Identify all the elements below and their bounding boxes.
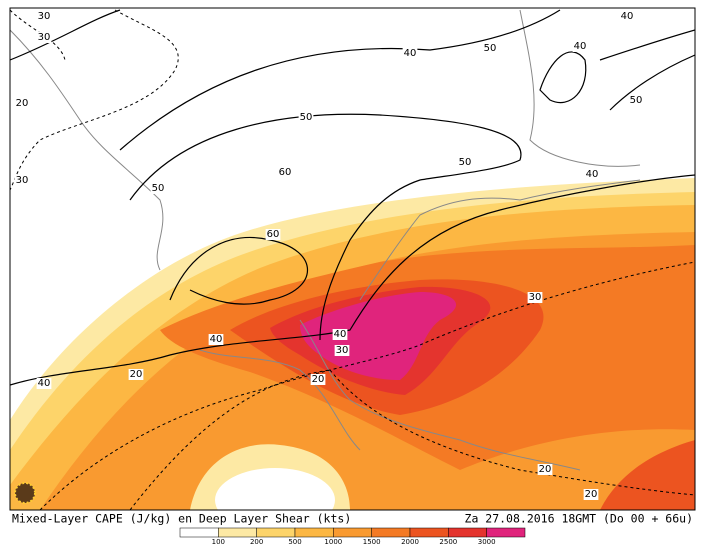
label-box (482, 43, 498, 54)
shear-contours (10, 9, 695, 386)
label-box (14, 98, 30, 109)
colorbar-cell (333, 527, 372, 538)
colorbar-label: 200 (250, 538, 263, 546)
label-box (402, 48, 418, 59)
contour-label: 20 (312, 374, 325, 385)
contour-label: 50 (484, 43, 497, 54)
colorbar-label: 2000 (401, 538, 419, 546)
colorbar-label: 3000 (478, 538, 496, 546)
contour-label: 50 (459, 157, 472, 168)
colorbar-label: 1500 (363, 538, 381, 546)
colorbar-label: 1000 (324, 538, 342, 546)
label-box (265, 229, 281, 240)
label-box (310, 374, 326, 385)
footer-right: Za 27.08.2016 18GMT (Do 00 + 66u) (465, 512, 693, 526)
borders (10, 9, 641, 471)
colorbar-label: 2500 (439, 538, 457, 546)
label-box (584, 169, 600, 180)
label-box (150, 183, 166, 194)
contour-label: 50 (630, 95, 643, 106)
label-box (457, 157, 473, 168)
colorbar-cell (486, 527, 526, 538)
colorbar-label: 100 (212, 538, 225, 546)
colorbar-cell (448, 527, 487, 538)
contour-label: 40 (621, 11, 634, 22)
contour-label: 20 (539, 464, 552, 475)
contour-label: 40 (404, 48, 417, 59)
label-box (332, 329, 348, 340)
contour-label: 20 (16, 98, 29, 109)
colorbar-cell (256, 527, 296, 538)
contour-label: 60 (279, 167, 292, 178)
contour-label: 50 (300, 112, 313, 123)
contour-label: 40 (334, 329, 347, 340)
label-box (277, 167, 293, 178)
contour-label: 30 (336, 345, 349, 356)
contour-labels: 30 30 20 30 40 50 40 40 50 50 60 50 60 5… (14, 11, 644, 500)
shear-contours-dashed (10, 9, 695, 510)
label-box (14, 175, 30, 186)
label-box (583, 489, 599, 500)
contour-label: 20 (585, 489, 598, 500)
label-box (128, 369, 144, 380)
cape-field (10, 8, 695, 510)
contour-label: 30 (16, 175, 29, 186)
label-box (36, 378, 52, 389)
contour-label: 30 (529, 292, 542, 303)
contour-label: 40 (586, 169, 599, 180)
contour-label: 30 (38, 32, 51, 43)
colorbar-label: 500 (288, 538, 301, 546)
colorbar-cell (179, 527, 219, 538)
colorbar-cell (294, 527, 334, 538)
label-box (298, 112, 314, 123)
contour-label: 40 (38, 378, 51, 389)
contour-label: 20 (130, 369, 143, 380)
map-frame (9, 7, 696, 511)
label-box (572, 41, 588, 52)
contour-label: 60 (267, 229, 280, 240)
label-box (628, 95, 644, 106)
footer-left: Mixed-Layer CAPE (J/kg) en Deep Layer Sh… (12, 512, 351, 526)
contour-label: 50 (152, 183, 165, 194)
label-box (537, 464, 553, 475)
label-box (334, 345, 350, 356)
contour-label: 30 (38, 11, 51, 22)
label-box (36, 11, 52, 22)
label-box (36, 32, 52, 43)
label-box (208, 334, 224, 345)
contour-label: 40 (574, 41, 587, 52)
label-box (527, 292, 543, 303)
contour-label: 40 (210, 334, 223, 345)
colorbar-cell (409, 527, 449, 538)
colorbar-cell (218, 527, 257, 538)
label-box (619, 11, 635, 22)
colorbar-cell (371, 527, 411, 538)
